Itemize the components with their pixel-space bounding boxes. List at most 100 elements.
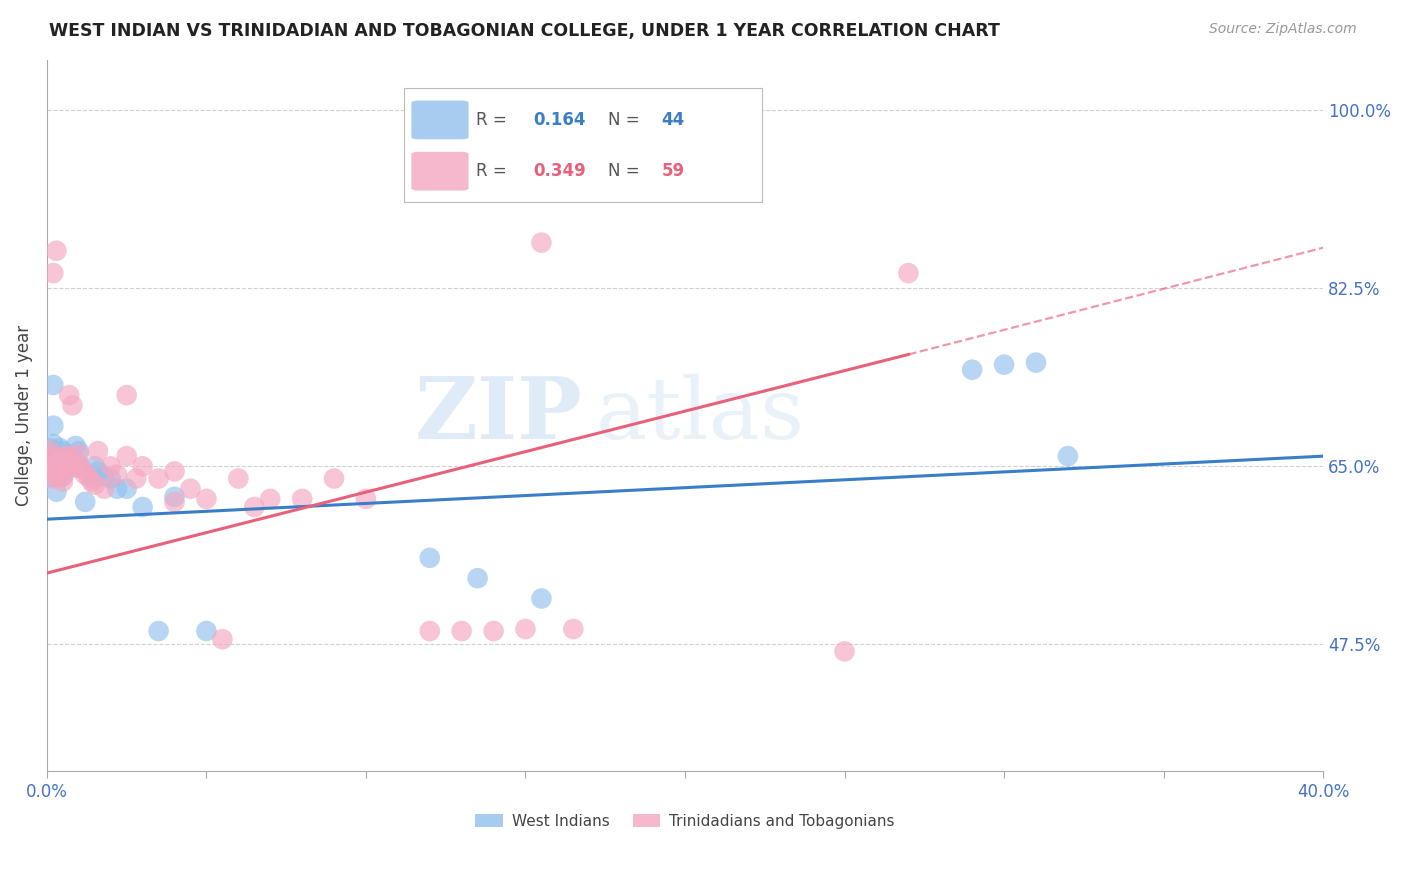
Point bbox=[39, 441, 62, 455]
Point bbox=[42, 464, 65, 478]
Point bbox=[195, 491, 218, 506]
Point bbox=[195, 624, 218, 638]
Point bbox=[62, 451, 84, 466]
Point bbox=[93, 469, 115, 483]
Point bbox=[48, 454, 70, 468]
Point bbox=[419, 550, 441, 565]
Point bbox=[48, 459, 70, 474]
Point bbox=[87, 444, 110, 458]
Point bbox=[515, 622, 537, 636]
Point bbox=[993, 358, 1015, 372]
Point bbox=[100, 471, 122, 485]
Point bbox=[45, 484, 67, 499]
Point bbox=[100, 459, 122, 474]
Point bbox=[105, 482, 128, 496]
Point bbox=[42, 378, 65, 392]
Point bbox=[323, 471, 346, 485]
Point bbox=[163, 495, 186, 509]
Point bbox=[87, 464, 110, 478]
Point bbox=[42, 449, 65, 463]
Point bbox=[62, 398, 84, 412]
Point bbox=[211, 632, 233, 647]
Point bbox=[39, 464, 62, 478]
Point bbox=[105, 467, 128, 482]
Point bbox=[42, 471, 65, 485]
Point bbox=[131, 459, 153, 474]
Text: Source: ZipAtlas.com: Source: ZipAtlas.com bbox=[1209, 22, 1357, 37]
Point bbox=[62, 459, 84, 474]
Point bbox=[48, 454, 70, 468]
Point bbox=[45, 449, 67, 463]
Point bbox=[52, 459, 75, 474]
Point bbox=[45, 469, 67, 483]
Point bbox=[67, 457, 90, 471]
Text: ZIP: ZIP bbox=[415, 374, 583, 458]
Point bbox=[291, 491, 314, 506]
Point bbox=[39, 444, 62, 458]
Point bbox=[148, 624, 170, 638]
Point bbox=[52, 469, 75, 483]
Point bbox=[52, 451, 75, 466]
Point bbox=[75, 495, 97, 509]
Point bbox=[65, 439, 87, 453]
Point bbox=[450, 624, 472, 638]
Point bbox=[45, 459, 67, 474]
Point bbox=[67, 444, 90, 458]
Text: atlas: atlas bbox=[596, 374, 804, 457]
Point bbox=[45, 244, 67, 258]
Point bbox=[1057, 449, 1080, 463]
Point bbox=[115, 482, 138, 496]
Point bbox=[39, 461, 62, 475]
Point bbox=[48, 441, 70, 455]
Point bbox=[55, 459, 77, 474]
Point bbox=[52, 469, 75, 483]
Point bbox=[58, 388, 80, 402]
Point bbox=[115, 388, 138, 402]
Point bbox=[530, 591, 553, 606]
Point bbox=[55, 461, 77, 475]
Point bbox=[58, 461, 80, 475]
Point bbox=[39, 469, 62, 483]
Point bbox=[93, 482, 115, 496]
Point bbox=[834, 644, 856, 658]
Point bbox=[55, 449, 77, 463]
Point bbox=[530, 235, 553, 250]
Point bbox=[67, 461, 90, 475]
Point bbox=[259, 491, 281, 506]
Point bbox=[39, 449, 62, 463]
Point bbox=[115, 449, 138, 463]
Point bbox=[52, 475, 75, 489]
Point bbox=[42, 266, 65, 280]
Point bbox=[148, 471, 170, 485]
Point bbox=[228, 471, 250, 485]
Point bbox=[42, 437, 65, 451]
Point bbox=[67, 447, 90, 461]
Point bbox=[163, 464, 186, 478]
Point bbox=[58, 449, 80, 463]
Point bbox=[1025, 356, 1047, 370]
Point bbox=[897, 266, 920, 280]
Point bbox=[80, 475, 103, 489]
Point bbox=[243, 500, 266, 514]
Y-axis label: College, Under 1 year: College, Under 1 year bbox=[15, 325, 32, 506]
Point bbox=[354, 491, 377, 506]
Point bbox=[163, 490, 186, 504]
Point bbox=[52, 444, 75, 458]
Point bbox=[125, 471, 148, 485]
Point bbox=[467, 571, 489, 585]
Point bbox=[83, 477, 105, 491]
Point bbox=[419, 624, 441, 638]
Point bbox=[75, 467, 97, 482]
Point bbox=[65, 454, 87, 468]
Point bbox=[482, 624, 505, 638]
Point bbox=[960, 362, 983, 376]
Point bbox=[39, 459, 62, 474]
Point bbox=[83, 459, 105, 474]
Point bbox=[42, 454, 65, 468]
Point bbox=[562, 622, 585, 636]
Point bbox=[58, 449, 80, 463]
Point bbox=[45, 469, 67, 483]
Point bbox=[179, 482, 201, 496]
Point bbox=[80, 471, 103, 485]
Point bbox=[131, 500, 153, 514]
